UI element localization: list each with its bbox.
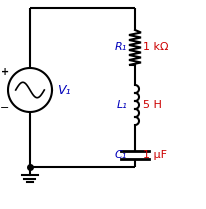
Text: C₁: C₁: [115, 150, 127, 160]
Text: 1 μF: 1 μF: [143, 150, 167, 160]
Text: R₁: R₁: [115, 42, 127, 52]
Text: 5 H: 5 H: [143, 100, 162, 110]
Text: +: +: [1, 67, 9, 77]
Text: V₁: V₁: [57, 84, 70, 97]
Text: 1 kΩ: 1 kΩ: [143, 42, 169, 52]
Text: −: −: [0, 103, 10, 113]
Text: L₁: L₁: [116, 100, 127, 110]
